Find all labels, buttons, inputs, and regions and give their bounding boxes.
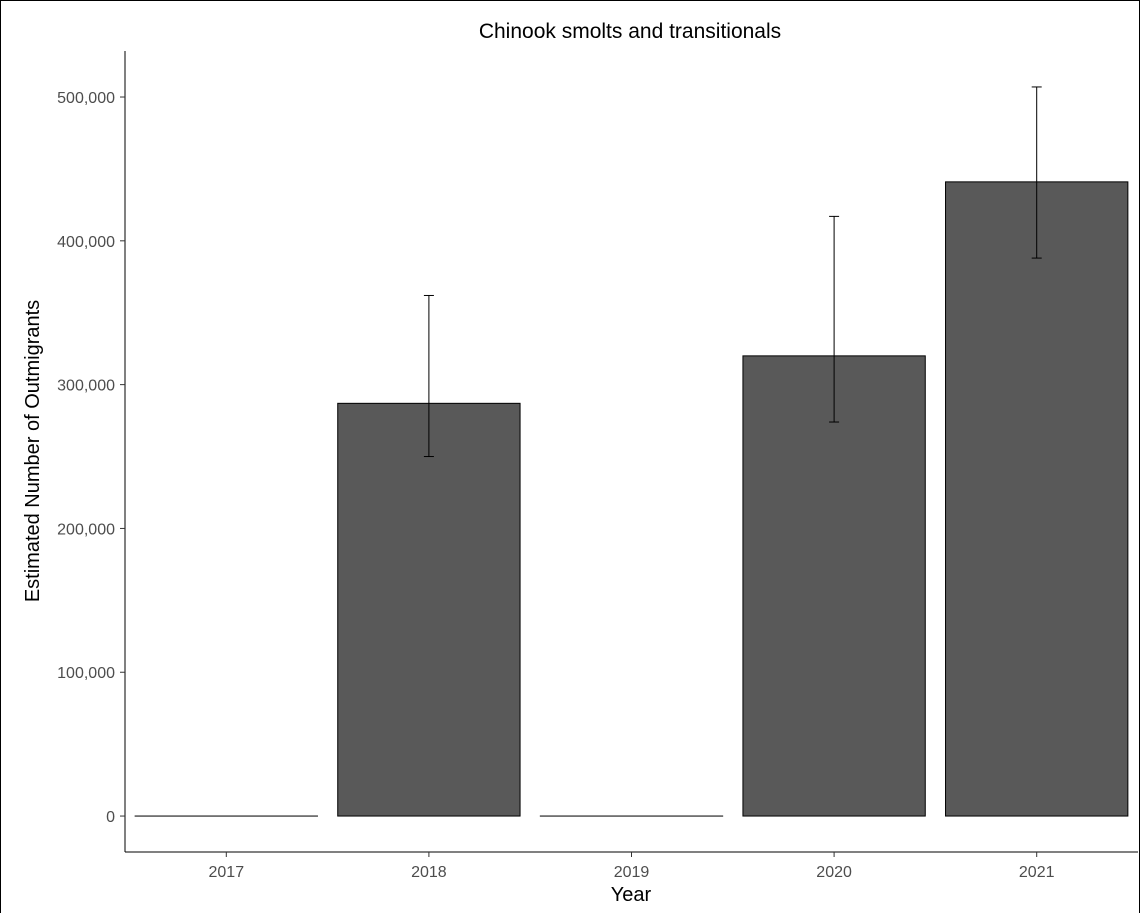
y-axis-title: Estimated Number of Outmigrants bbox=[22, 300, 44, 602]
y-tick-label-200000: 200,000 bbox=[57, 521, 115, 538]
x-tick-label-2018: 2018 bbox=[411, 864, 447, 881]
bar-2020 bbox=[743, 356, 925, 816]
bar-2021 bbox=[946, 182, 1128, 816]
y-tick-label-400000: 400,000 bbox=[57, 234, 115, 251]
x-tick-label-2020: 2020 bbox=[816, 864, 852, 881]
x-tick-label-2017: 2017 bbox=[209, 864, 245, 881]
bars-group bbox=[135, 182, 1128, 816]
y-tick-label-500000: 500,000 bbox=[57, 90, 115, 107]
y-tick-label-0: 0 bbox=[106, 809, 115, 826]
y-ticks-group: 0 100,000 200,000 300,000 400,000 500,000 bbox=[57, 90, 125, 826]
x-ticks-group: 2017 2018 2019 2020 2021 bbox=[209, 852, 1055, 881]
bar-2018 bbox=[338, 403, 520, 816]
x-axis-title: Year bbox=[611, 884, 652, 906]
chart-title: Chinook smolts and transitionals bbox=[479, 20, 781, 43]
x-tick-label-2019: 2019 bbox=[614, 864, 650, 881]
x-tick-label-2021: 2021 bbox=[1019, 864, 1055, 881]
y-tick-label-300000: 300,000 bbox=[57, 378, 115, 395]
y-tick-label-100000: 100,000 bbox=[57, 665, 115, 682]
